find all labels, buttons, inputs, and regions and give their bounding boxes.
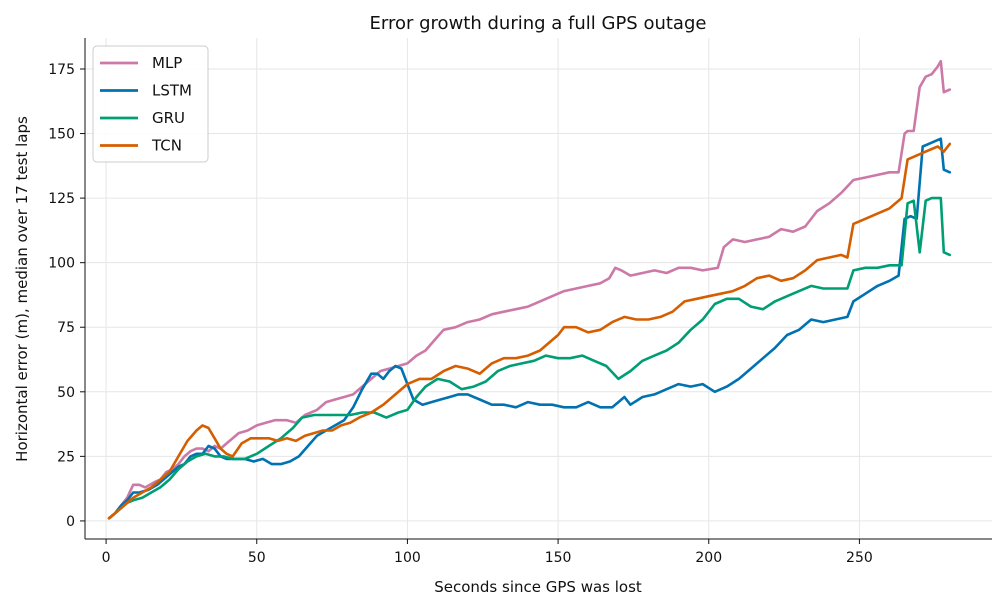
y-tick-label: 175 <box>48 62 75 78</box>
axes-layer <box>84 38 992 540</box>
legend-label-gru: GRU <box>152 109 185 127</box>
series-line-tcn <box>107 142 952 520</box>
legend-frame <box>92 45 209 163</box>
y-axis-label: Horizontal error (m), median over 17 tes… <box>13 116 31 462</box>
x-tick-label: 250 <box>846 550 873 566</box>
x-axis-label: Seconds since GPS was lost <box>434 578 642 596</box>
chart-title: Error growth during a full GPS outage <box>370 13 707 34</box>
series-layer <box>107 59 952 520</box>
x-tick-label: 100 <box>394 550 421 566</box>
y-tick-label: 100 <box>48 256 75 272</box>
y-tick-label: 150 <box>48 127 75 143</box>
series-line-gru <box>107 196 952 520</box>
y-tick-label: 50 <box>57 385 75 401</box>
y-tick-label: 0 <box>66 514 75 530</box>
grid-layer <box>85 38 992 539</box>
legend-label-lstm: LSTM <box>152 82 192 100</box>
x-tick-label: 0 <box>102 550 111 566</box>
x-tick-label: 200 <box>695 550 722 566</box>
x-tick-label: 150 <box>545 550 572 566</box>
y-tick-label: 25 <box>57 449 75 465</box>
series-line-lstm <box>107 137 952 520</box>
legend-label-tcn: TCN <box>151 137 182 155</box>
y-tick-label: 125 <box>48 191 75 207</box>
x-tick-label: 50 <box>248 550 266 566</box>
y-tick-label: 75 <box>57 320 75 336</box>
y-axis-ticks: 0 25 50 75 100 125 150 175 <box>48 62 85 530</box>
legend: MLP LSTM GRU TCN <box>92 45 209 163</box>
legend-label-mlp: MLP <box>152 54 182 72</box>
x-axis-ticks: 0 50 100 150 200 250 <box>102 539 873 566</box>
